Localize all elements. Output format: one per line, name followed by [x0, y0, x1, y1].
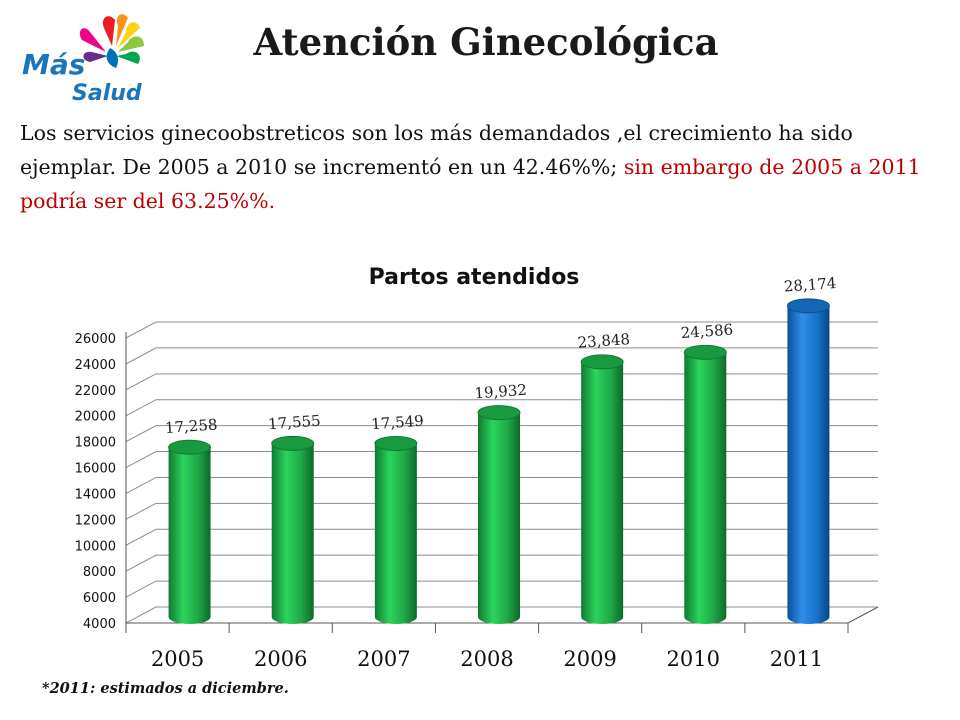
y-tick-label: 4000	[83, 617, 116, 632]
bar-2009	[580, 354, 624, 624]
gridline	[125, 451, 878, 468]
chart: Partos atendidos 4000 6000 8000 10000 12000 1…	[0, 250, 960, 680]
gridline	[125, 347, 878, 365]
y-tick-label: 12000	[75, 513, 116, 528]
bar-body	[478, 412, 520, 624]
data-label: 28,174	[783, 274, 837, 296]
y-tick-label: 20000	[75, 410, 116, 425]
bar-2010	[683, 344, 727, 624]
data-label: 17,549	[371, 412, 425, 434]
bar-top	[786, 298, 830, 314]
y-tick-label: 14000	[75, 487, 116, 502]
x-tick-label: 2010	[667, 647, 720, 671]
data-label: 17,258	[164, 415, 218, 437]
y-tick-label: 8000	[83, 565, 116, 580]
bar-body	[787, 305, 830, 624]
page-title: Atención Ginecológica	[253, 20, 719, 64]
mas-salud-logo: Más Salud	[20, 12, 150, 107]
gridline	[125, 373, 878, 391]
y-tick-label: 26000	[75, 332, 116, 347]
x-tick-label: 2008	[460, 647, 513, 671]
gridline	[125, 580, 878, 598]
y-tick-label: 6000	[83, 591, 116, 606]
logo-text-salud: Salud	[72, 81, 142, 106]
bar-2007	[374, 435, 418, 624]
data-label: 17,555	[268, 412, 322, 434]
bar-body	[581, 361, 624, 624]
gridline	[125, 476, 878, 494]
bar-2006	[271, 435, 315, 624]
y-tick-label: 22000	[75, 384, 116, 399]
intro-text: Los servicios ginecoobstreticos son los …	[20, 121, 853, 179]
bar-2008	[477, 405, 521, 624]
bar-top	[580, 354, 624, 370]
bar-2011	[786, 298, 830, 624]
data-label: 23,848	[577, 330, 631, 352]
y-tick-label: 24000	[75, 358, 116, 373]
x-tick-label: 2009	[563, 647, 616, 671]
gridline	[125, 321, 878, 339]
y-tick-label: 10000	[75, 539, 116, 554]
gridline	[125, 606, 878, 624]
bar-body	[374, 443, 417, 624]
logo-flower-icon	[79, 14, 144, 68]
bar-top	[683, 344, 727, 360]
footnote: *2011: estimados a diciembre.	[42, 680, 289, 697]
bar-chart: Partos atendidos 4000 6000 8000 10000 12000 1…	[75, 265, 879, 671]
bar-top	[374, 435, 418, 451]
data-label: 19,932	[474, 381, 528, 403]
data-label: 24,586	[680, 321, 734, 343]
gridline	[125, 502, 878, 520]
gridline	[125, 554, 878, 572]
gridline	[125, 425, 878, 443]
intro-paragraph: Los servicios ginecoobstreticos son los …	[20, 116, 950, 218]
intro-text-highlight: sin embargo de 2005 a 2011 podría ser de…	[20, 155, 921, 213]
bar-body	[168, 447, 211, 624]
bar-body	[271, 443, 314, 624]
x-tick-label: 2007	[357, 647, 410, 671]
x-tick-label: 2005	[151, 647, 204, 671]
y-tick-label: 16000	[75, 462, 116, 477]
bar-top	[168, 439, 212, 455]
y-tick-label: 18000	[75, 436, 116, 451]
gridline	[125, 399, 878, 417]
bar-2005	[168, 439, 212, 624]
chart-title: Partos atendidos	[369, 265, 580, 290]
x-tick-label: 2011	[770, 647, 823, 671]
bar-top	[271, 435, 315, 451]
bar-body	[684, 352, 727, 624]
x-tick-label: 2006	[254, 647, 307, 671]
gridline	[125, 528, 878, 546]
logo-text-mas: Más	[22, 48, 85, 81]
bar-top	[477, 405, 521, 421]
